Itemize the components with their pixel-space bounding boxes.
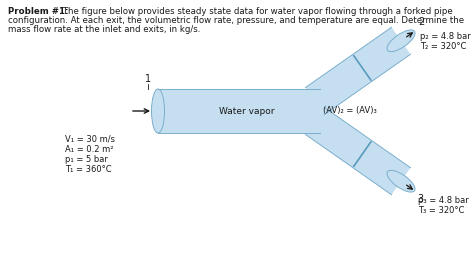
Text: (AV)₂ = (AV)₃: (AV)₂ = (AV)₃	[323, 106, 377, 116]
Polygon shape	[306, 27, 410, 114]
Text: Water vapor: Water vapor	[219, 106, 274, 116]
Text: 1: 1	[145, 74, 151, 84]
Polygon shape	[306, 107, 410, 195]
Text: p₂ = 4.8 bar: p₂ = 4.8 bar	[420, 32, 471, 41]
Text: T₂ = 320°C: T₂ = 320°C	[420, 42, 466, 52]
Text: The figure below provides steady state data for water vapor flowing through a fo: The figure below provides steady state d…	[60, 7, 453, 16]
Polygon shape	[158, 89, 320, 133]
Text: mass flow rate at the inlet and exits, in kg/s.: mass flow rate at the inlet and exits, i…	[8, 25, 201, 34]
Text: Problem #1:: Problem #1:	[8, 7, 69, 16]
Text: A₁ = 0.2 m²: A₁ = 0.2 m²	[65, 145, 113, 154]
Text: V₁ = 30 m/s: V₁ = 30 m/s	[65, 135, 115, 144]
Polygon shape	[306, 88, 335, 134]
Text: 2: 2	[418, 17, 424, 27]
Text: p₃ = 4.8 bar: p₃ = 4.8 bar	[418, 196, 468, 205]
Text: T₃ = 320°C: T₃ = 320°C	[418, 206, 464, 214]
Ellipse shape	[387, 30, 415, 52]
Text: T₁ = 360°C: T₁ = 360°C	[65, 165, 111, 174]
Text: p₁ = 5 bar: p₁ = 5 bar	[65, 155, 108, 164]
Ellipse shape	[387, 170, 415, 192]
Text: configuration. At each exit, the volumetric flow rate, pressure, and temperature: configuration. At each exit, the volumet…	[8, 16, 464, 25]
Text: 3: 3	[418, 193, 424, 204]
Ellipse shape	[152, 89, 164, 133]
